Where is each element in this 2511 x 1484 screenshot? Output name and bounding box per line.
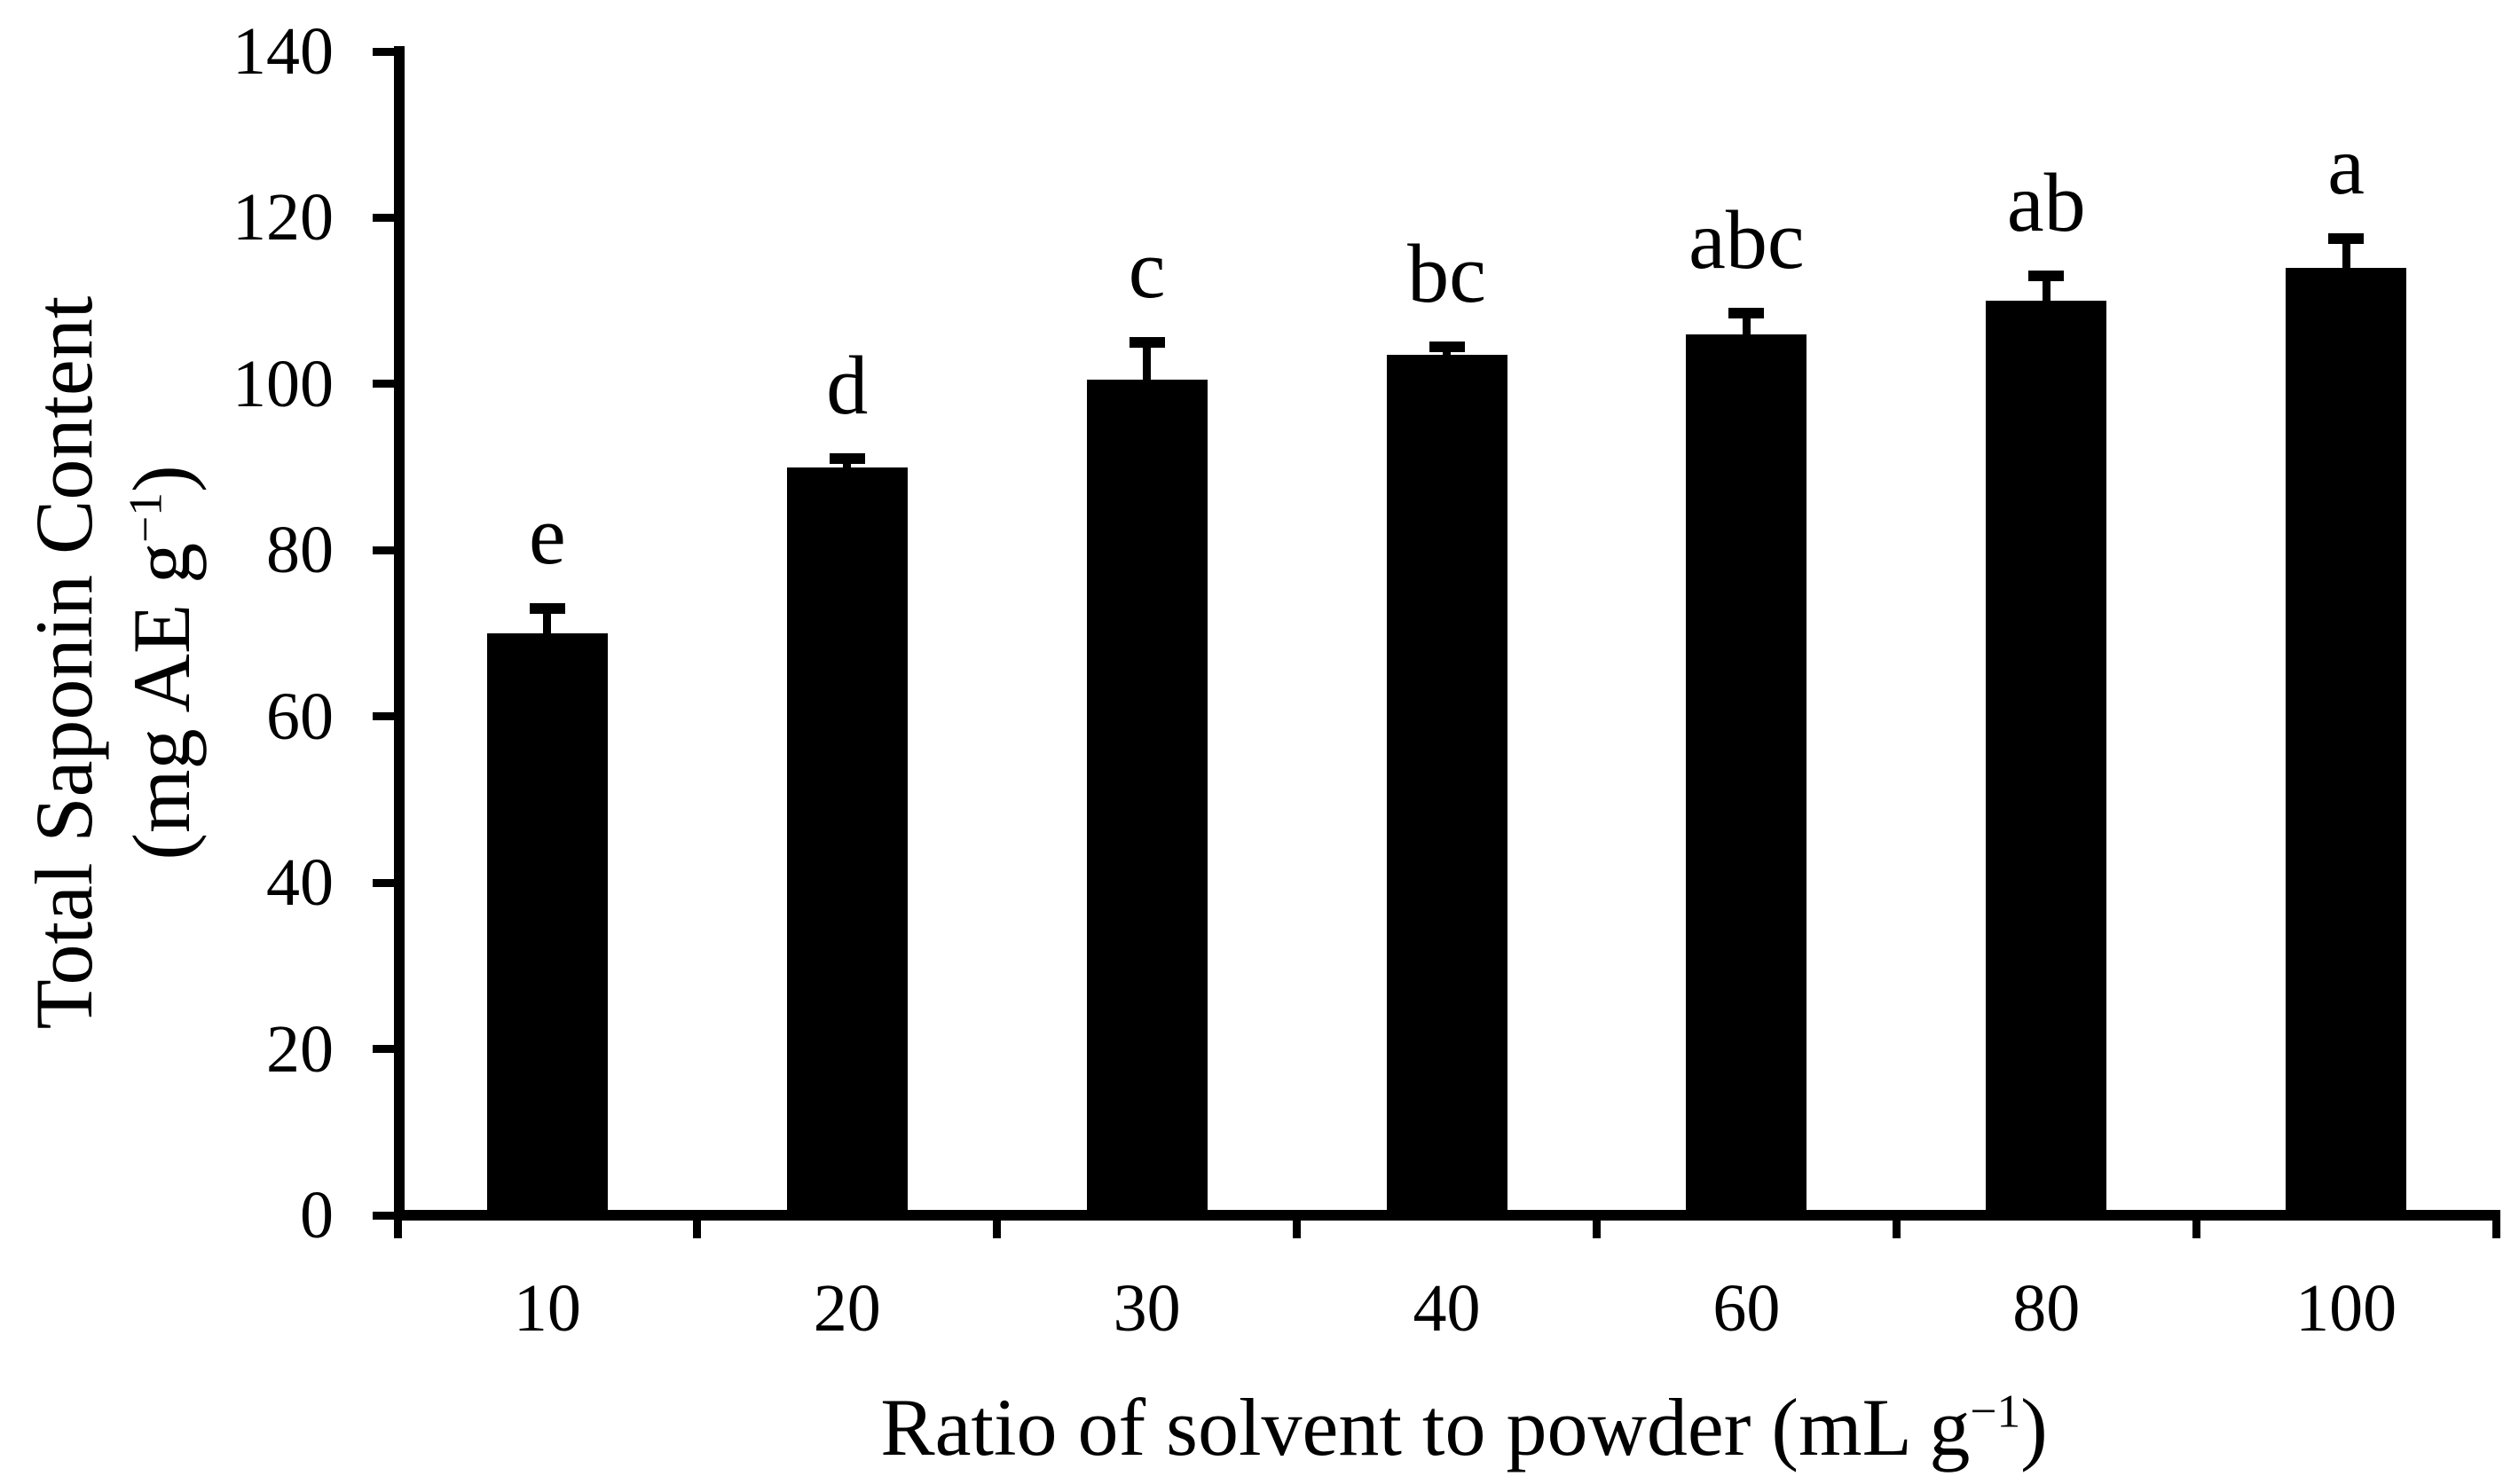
error-bar-cap (829, 453, 865, 465)
significance-letter: e (529, 489, 566, 582)
x-tick-label: 10 (513, 1271, 581, 1346)
y-tick-label: 0 (300, 1178, 334, 1252)
bar (2286, 267, 2407, 1215)
y-tick-label: 120 (232, 180, 334, 255)
x-tick-label: 30 (1113, 1271, 1181, 1346)
y-axis-unit-superscript: −1 (118, 492, 172, 543)
error-bar-cap (1129, 337, 1165, 348)
x-axis-title: Ratio of solvent to powder (mL g−1) (754, 1380, 2174, 1474)
y-axis-tick (373, 712, 399, 721)
x-axis-tick (1892, 1210, 1901, 1238)
x-axis-title-text: Ratio of solvent to powder (mL g (880, 1382, 1971, 1472)
x-tick-label: 80 (2012, 1271, 2081, 1346)
error-bar-cap (1429, 341, 1465, 352)
error-bar (1143, 342, 1152, 381)
x-axis-line (394, 1210, 2500, 1221)
significance-letter: c (1128, 224, 1166, 316)
bar (1386, 355, 1507, 1215)
y-axis-tick (373, 546, 399, 554)
x-axis-tick (993, 1210, 1002, 1238)
y-tick-label: 20 (266, 1011, 334, 1087)
y-axis-unit-text: (mg AE g (116, 542, 207, 860)
error-bar (2342, 238, 2350, 268)
error-bar (1742, 313, 1751, 334)
bar (1086, 380, 1208, 1215)
y-axis-tick (373, 1045, 399, 1054)
significance-letter: a (2327, 119, 2365, 212)
y-axis-tick (373, 1211, 399, 1220)
error-bar (543, 608, 552, 633)
bar (786, 467, 908, 1215)
y-axis-title-line2: (mg AE g−1) (113, 237, 210, 1088)
y-axis-tick (373, 380, 399, 389)
x-tick-label: 100 (2295, 1271, 2397, 1346)
y-axis-tick (373, 47, 399, 56)
bar (1986, 301, 2107, 1215)
x-axis-title-superscript: −1 (1970, 1384, 2021, 1438)
x-tick-label: 20 (813, 1271, 881, 1346)
x-tick-label: 60 (1712, 1271, 1781, 1346)
y-tick-label: 100 (232, 346, 334, 421)
x-axis-tick (2192, 1210, 2200, 1238)
y-tick-label: 140 (232, 14, 334, 89)
x-axis-title-close: ) (2020, 1382, 2048, 1472)
x-axis-tick (693, 1210, 702, 1238)
significance-letter: bc (1407, 227, 1486, 320)
x-axis-tick (1293, 1210, 1302, 1238)
error-bar-cap (2328, 232, 2365, 244)
x-axis-tick (2491, 1210, 2500, 1238)
significance-letter: d (826, 340, 869, 433)
y-axis-line (394, 46, 405, 1221)
y-axis-title-line1: Total Saponin Content (19, 295, 109, 1030)
y-tick-label: 80 (266, 513, 334, 588)
error-bar (2042, 276, 2051, 302)
y-tick-label: 60 (266, 679, 334, 754)
x-axis-tick (1592, 1210, 1601, 1238)
y-axis-tick (373, 213, 399, 222)
y-axis-title: Total Saponin Content (mg AE g−1) (15, 237, 210, 1088)
significance-letter: ab (2006, 157, 2086, 250)
x-tick-label: 40 (1413, 1271, 1481, 1346)
y-axis-tick (373, 878, 399, 887)
bar (1686, 334, 1807, 1215)
error-bar-cap (2028, 271, 2065, 282)
significance-letter: abc (1688, 194, 1805, 287)
error-bar-cap (1728, 308, 1765, 319)
y-axis-unit-close: ) (116, 465, 207, 493)
x-axis-tick (393, 1210, 402, 1238)
error-bar-cap (529, 602, 565, 614)
bar (486, 633, 608, 1215)
y-tick-label: 40 (266, 845, 334, 921)
